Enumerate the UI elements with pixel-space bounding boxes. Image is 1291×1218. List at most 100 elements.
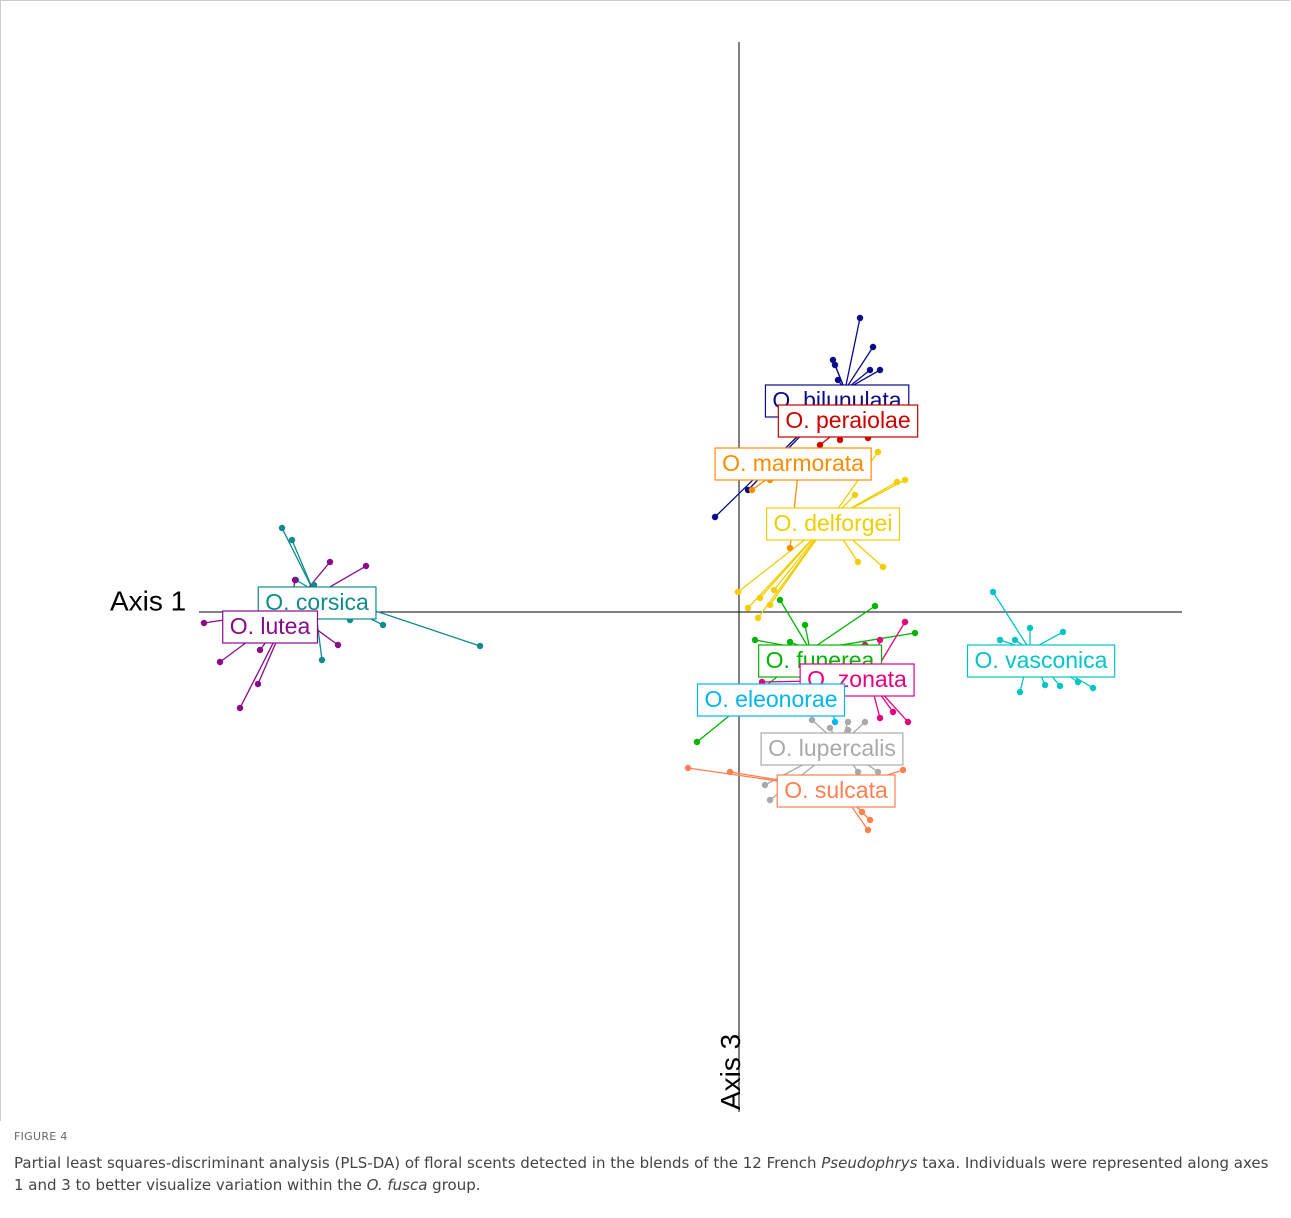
point [1056, 682, 1064, 690]
point [864, 826, 872, 834]
spoke [779, 599, 811, 651]
point [854, 558, 862, 566]
point [786, 544, 794, 552]
point [754, 614, 762, 622]
caption-italic: O. fusca [366, 1176, 428, 1194]
figure-label: FIGURE 4 [14, 1130, 68, 1143]
point [899, 766, 907, 774]
point [334, 641, 342, 649]
point [901, 476, 909, 484]
point [379, 621, 387, 629]
point [874, 448, 882, 456]
label-box [765, 507, 901, 541]
point [904, 718, 912, 726]
spoke [992, 591, 1031, 651]
caption-text: group. [427, 1176, 481, 1194]
point [834, 376, 842, 384]
point [786, 638, 794, 646]
label-box [696, 683, 846, 717]
x-axis-label: Axis 1 [110, 585, 186, 616]
point [216, 658, 224, 666]
label-box [714, 447, 872, 481]
label-box [777, 404, 919, 438]
point [816, 441, 824, 449]
label-text: O. eleonorae [705, 686, 838, 712]
point [362, 562, 370, 570]
point [844, 726, 852, 734]
point [1011, 636, 1019, 644]
point [1059, 628, 1067, 636]
point [254, 680, 262, 688]
spoke [844, 317, 861, 391]
label-box [760, 732, 904, 766]
point [726, 768, 734, 776]
point [831, 361, 839, 369]
group-label: O. lutea [222, 610, 319, 644]
group-label: O. sulcata [776, 774, 896, 808]
point [844, 718, 852, 726]
point [876, 636, 884, 644]
caption-italic: Pseudophrys [821, 1154, 918, 1172]
figure-frame [0, 0, 1290, 1121]
point [801, 621, 809, 629]
point [911, 629, 919, 637]
point [889, 708, 897, 716]
spoke [844, 346, 874, 391]
point [476, 642, 484, 650]
label-text: O. sulcata [784, 777, 888, 803]
point [684, 764, 692, 772]
point [826, 724, 834, 732]
group-label: O. marmorata [714, 447, 872, 481]
spoke [281, 527, 314, 591]
point [1041, 681, 1049, 689]
point [711, 513, 719, 521]
point [776, 596, 784, 604]
point [744, 604, 752, 612]
point [291, 576, 299, 584]
point [879, 563, 887, 571]
point [318, 656, 326, 664]
point [693, 738, 701, 746]
point [989, 588, 997, 596]
point [770, 586, 778, 594]
point [874, 768, 882, 776]
point [854, 768, 862, 776]
label-box [222, 610, 319, 644]
point [748, 486, 756, 494]
spoke [291, 539, 314, 591]
point [288, 536, 296, 544]
group-label: O. delforgei [765, 507, 901, 541]
point [858, 808, 866, 816]
group-label: O. peraiolae [777, 404, 919, 438]
point [761, 781, 769, 789]
y-axis-label: Axis 3 [715, 1034, 746, 1110]
label-text: O. vasconica [975, 647, 1108, 673]
point [866, 366, 874, 374]
point [861, 718, 869, 726]
point [236, 704, 244, 712]
label-text: O. lutea [230, 613, 311, 639]
point [751, 636, 759, 644]
point [1089, 684, 1097, 692]
point [876, 714, 884, 722]
point [1026, 624, 1034, 632]
caption-text: Partial least squares-discriminant analy… [14, 1154, 822, 1172]
point [869, 343, 877, 351]
label-box [966, 644, 1116, 678]
point [901, 618, 909, 626]
point [893, 478, 901, 486]
point [1016, 688, 1024, 696]
point [856, 314, 864, 322]
label-text: O. marmorata [722, 450, 864, 476]
label-text: O. peraiolae [785, 407, 910, 433]
point [734, 588, 742, 596]
point [851, 491, 859, 499]
group-label: O. lupercalis [760, 732, 904, 766]
point [831, 718, 839, 726]
point [808, 716, 816, 724]
caption: Partial least squares-discriminant analy… [14, 1152, 1276, 1196]
point [200, 619, 208, 627]
group-label: O. eleonorae [696, 683, 846, 717]
